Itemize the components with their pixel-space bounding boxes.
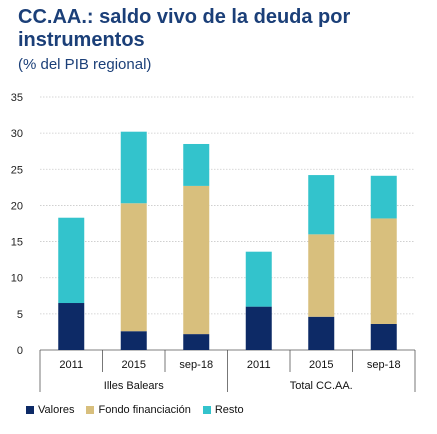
legend-swatch [202, 406, 211, 414]
bar-segment-resto [245, 251, 272, 307]
y-tick-label: 20 [11, 200, 23, 212]
chart-legend: Valores Fondo financiación Resto [26, 404, 256, 416]
chart-title: CC.AA.: saldo vivo de la deuda por instr… [18, 6, 351, 51]
bar-segment-fondo-financiaci-n [120, 203, 147, 332]
x-tick-label: 2015 [122, 359, 146, 371]
bar-segment-valores [308, 316, 335, 350]
bar-segment-fondo-financiaci-n [370, 218, 397, 324]
y-tick-label: 15 [11, 237, 23, 249]
x-tick-label: 2015 [309, 359, 333, 371]
bar-segment-valores [183, 334, 210, 350]
y-tick-label: 25 [11, 164, 23, 176]
bar-segment-resto [370, 175, 397, 219]
legend-label: Valores [38, 404, 75, 416]
y-tick-label: 10 [11, 273, 23, 285]
legend-label: Fondo financiación [98, 404, 191, 416]
bar-segment-resto [120, 131, 147, 204]
bar-segment-valores [370, 323, 397, 350]
chart-subtitle: (% del PIB regional) [18, 56, 152, 73]
bar-segment-fondo-financiaci-n [308, 234, 335, 317]
stacked-bar-chart: 0 5 10 15 20 25 30 35 2011 2015 sep-18 2011 2015 sep-… [11, 92, 416, 392]
x-tick-label: sep-18 [179, 359, 213, 371]
legend-item: Fondo financiación [86, 404, 191, 416]
x-tick-label: 2011 [59, 359, 83, 371]
bar-segment-valores [245, 306, 272, 350]
bar-segment-valores [58, 303, 85, 350]
y-tick-label: 0 [17, 345, 23, 357]
y-tick-label: 35 [11, 92, 23, 104]
legend-swatch [86, 406, 95, 414]
legend-swatch [26, 406, 34, 414]
bar-segment-valores [120, 331, 147, 350]
group-label: Illes Balears [104, 380, 164, 392]
x-tick-label: sep-18 [367, 359, 401, 371]
legend-item: Valores [26, 404, 74, 416]
bar-segment-resto [58, 217, 85, 304]
legend-item: Resto [202, 404, 244, 416]
y-tick-label: 30 [11, 128, 23, 140]
x-tick-label: 2011 [247, 359, 271, 371]
bar-segment-fondo-financiaci-n [183, 185, 210, 335]
legend-label: Resto [214, 404, 244, 416]
bar-segment-resto [183, 143, 210, 186]
group-label: Total CC.AA. [290, 380, 353, 392]
bar-segment-resto [308, 175, 335, 235]
y-tick-label: 5 [17, 309, 23, 321]
